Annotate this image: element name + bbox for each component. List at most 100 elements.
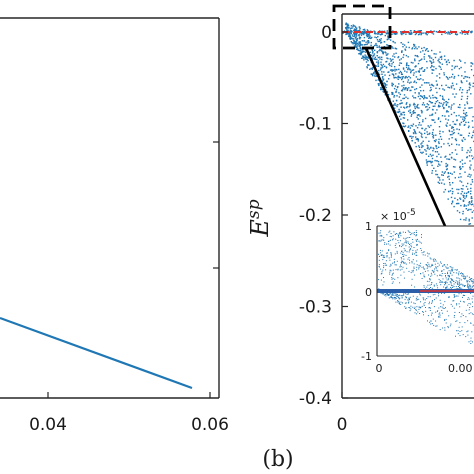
inset-scatter-point [448,270,450,272]
scatter-point [376,61,378,63]
inset-scatter-point [429,278,431,280]
inset-scatter-point [396,233,398,234]
scatter-point [444,156,446,158]
scatter-point [402,32,404,35]
scatter-point [411,48,413,50]
scatter-point [442,107,445,109]
inset-scatter-point [409,248,411,250]
inset-scatter-point [431,274,433,276]
inset-scatter-point [444,264,446,266]
scatter-point [408,46,410,49]
inset-scatter-point [431,323,433,325]
scatter-point [417,95,420,98]
scatter-point [399,93,401,96]
scatter-point [420,68,423,70]
scatter-point [381,33,383,35]
inset-scatter-point [442,265,444,267]
inset-scatter-point [414,312,416,314]
inset-scatter-point [441,309,443,311]
scatter-point [410,89,412,92]
scatter-point [366,33,368,35]
scatter-point [460,204,462,207]
scatter-point [439,132,441,135]
scatter-point [375,75,377,77]
right-x-tick-label-0: 0 [337,415,348,435]
scatter-point [454,166,456,168]
inset-scatter-point [440,306,442,308]
inset-scatter-point [453,300,455,302]
scatter-point [459,123,461,125]
inset-scatter-point [400,235,402,237]
scatter-point [377,40,379,43]
scatter-point [409,89,411,92]
scatter-point [448,98,450,101]
scatter-point [397,75,399,78]
scatter-point [470,149,472,151]
inset-scatter-point [380,273,382,275]
scatter-point [377,56,380,59]
scatter-point [398,68,400,71]
scatter-point [371,36,373,39]
scatter-point [426,161,428,163]
scatter-point [431,164,433,167]
scatter-point [354,28,356,30]
scatter-point [442,131,444,133]
inset-scatter-point [398,242,400,244]
scatter-point [459,166,461,169]
scatter-point [410,124,412,127]
scatter-point [471,217,473,219]
inset-scatter-point [430,275,432,277]
scatter-point [363,50,365,53]
inset-scatter-point [424,270,426,272]
scatter-point [442,88,444,90]
scatter-point [358,37,361,39]
inset-scatter-point [459,273,461,275]
scatter-point [448,115,450,117]
scatter-point [364,31,366,33]
scatter-point [430,89,432,91]
scatter-point [415,88,418,90]
inset-scatter-point [457,333,459,335]
inset-scatter-point [464,277,466,279]
scatter-point [452,126,454,129]
scatter-point [425,48,427,50]
scatter-point [438,117,440,119]
inset-scatter-point [393,262,395,264]
inset-x-tick-label-0: 0 [376,362,383,375]
inset-scatter-point [379,268,381,270]
scatter-point [408,82,411,84]
scatter-point [388,74,391,77]
scatter-point [398,96,401,98]
inset-scatter-point [467,330,469,332]
inset-scatter-point [441,270,443,272]
scatter-point [446,165,449,167]
scatter-point [431,84,433,86]
scatter-point [400,99,402,102]
inset-scatter-point [402,261,404,263]
inset-scatter-point [388,294,390,296]
inset-scatter-point [403,258,405,260]
scatter-point [365,55,367,57]
inset-scatter-point [394,245,396,246]
inset-scatter-point [411,260,413,262]
scatter-point [358,42,361,44]
inset-x-tick-label-2: 0.00 [448,362,473,375]
scatter-point [387,53,389,55]
scatter-point [433,66,435,68]
scatter-point [397,78,399,80]
scatter-point [374,36,376,38]
scatter-point [392,58,394,61]
scatter-point [365,56,368,59]
scatter-point [355,36,357,39]
scatter-point [449,134,452,136]
scatter-point [456,188,458,191]
scatter-point [461,140,464,142]
inset-scatter-point [470,343,472,344]
scatter-point [349,36,352,38]
scatter-point [452,84,454,87]
inset-scatter-point [440,262,442,264]
scatter-point [414,97,417,99]
scatter-point [402,81,405,83]
inset-scatter-point [412,249,414,251]
inset-scatter-point [447,267,449,269]
